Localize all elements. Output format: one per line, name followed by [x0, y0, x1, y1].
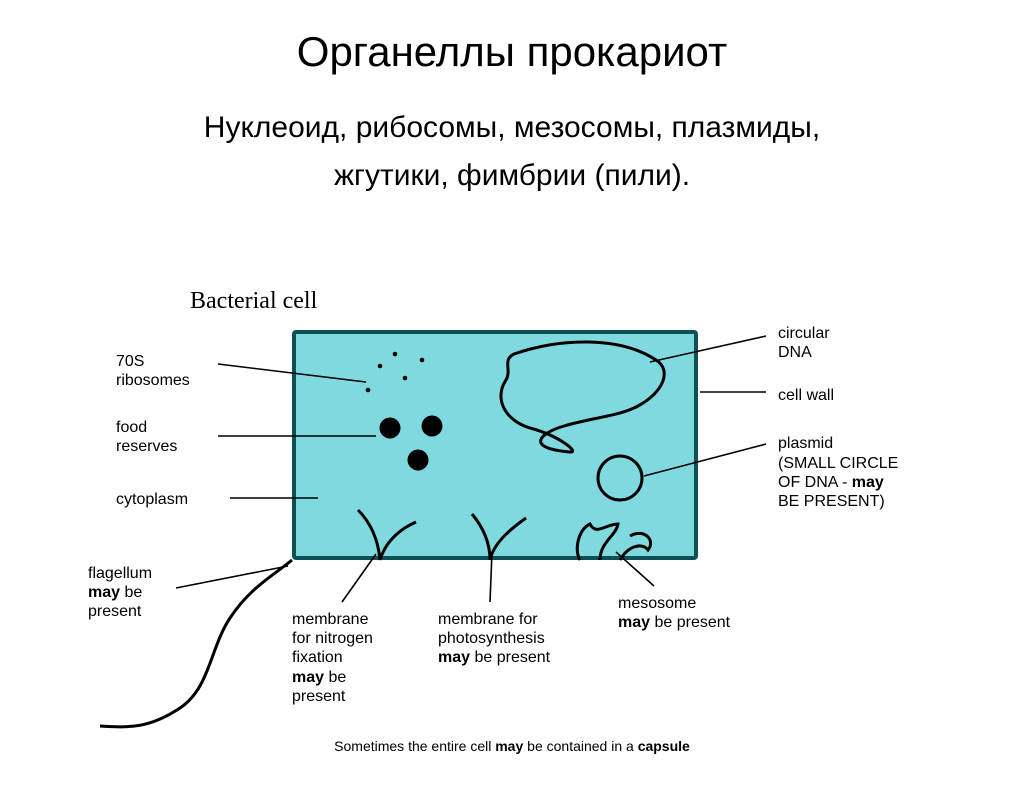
- subtitle-line-1: Нуклеоид, рибосомы, мезосомы, плазмиды,: [204, 111, 820, 144]
- label-mesosome: mesosomemay be present: [618, 594, 730, 632]
- label-membrane-photosynthesis: membrane forphotosynthesismay be present: [438, 610, 550, 668]
- label-plasmid-sub: (SMALL CIRCLEOF DNA - mayBE PRESENT): [778, 454, 898, 512]
- diagram-caption: Sometimes the entire cell may be contain…: [60, 738, 964, 754]
- cell-body: [292, 330, 698, 560]
- label-plasmid: plasmid: [778, 434, 833, 453]
- label-membrane-nitrogen: membranefor nitrogenfixationmay bepresen…: [292, 610, 373, 706]
- label-food-reserves: foodreserves: [116, 418, 177, 456]
- label-flagellum: flagellummay bepresent: [88, 564, 152, 622]
- label-ribosomes: 70Sribosomes: [116, 352, 190, 390]
- label-cytoplasm: cytoplasm: [116, 490, 188, 509]
- subtitle-line-2: жгутики, фимбрии (пили).: [334, 159, 690, 192]
- label-cell-wall: cell wall: [778, 386, 834, 405]
- diagram-heading: Bacterial cell: [190, 288, 317, 315]
- page-title: Органеллы прокариот: [0, 28, 1024, 76]
- label-circular-dna: circularDNA: [778, 324, 830, 362]
- page-subtitle: Нуклеоид, рибосомы, мезосомы, плазмиды, …: [0, 104, 1024, 200]
- bacterial-cell-diagram: Bacterial cell 70Sribosomes foodreserves…: [60, 288, 964, 788]
